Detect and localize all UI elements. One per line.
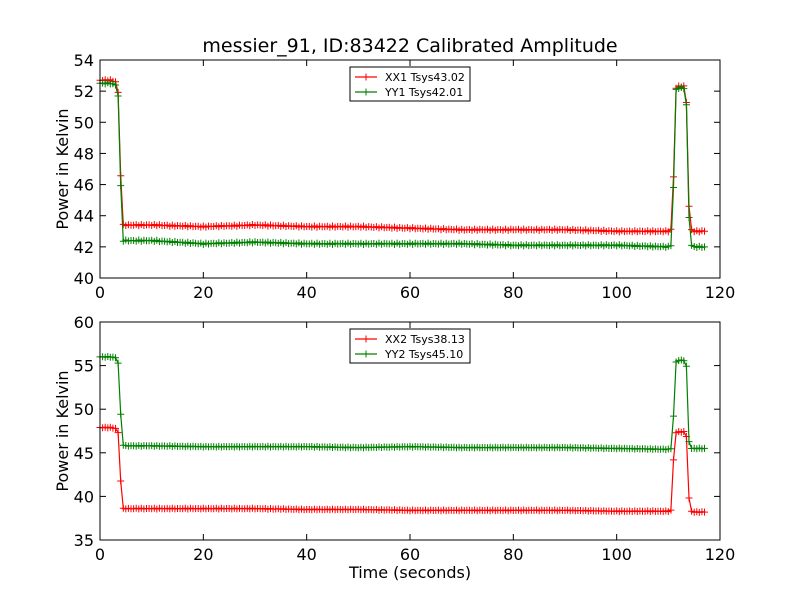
y-tick-label: 48	[74, 144, 94, 163]
bottom-panel: 0 20 40 60 80 100 120 35 40 45 50 55 60 Power in Kelv…	[53, 313, 735, 582]
y-tick-label: 40	[74, 269, 94, 288]
y-tick-label: 46	[74, 176, 94, 195]
legend-marker	[362, 350, 370, 358]
y-axis-label: Power in Kelvin	[53, 370, 72, 491]
y-axis-label: Power in Kelvin	[53, 108, 72, 229]
legend-marker	[362, 88, 370, 96]
x-tick-label: 40	[296, 545, 316, 564]
x-tick-label: 0	[95, 283, 105, 302]
y-tick-label: 44	[74, 207, 94, 226]
x-tick-label: 120	[705, 545, 736, 564]
y-tick-label: 50	[74, 113, 94, 132]
legend-entry: XX1 Tsys43.02	[385, 71, 465, 84]
legend: XX1 Tsys43.02 YY1 Tsys42.01	[349, 66, 471, 102]
y-tick-label: 42	[74, 238, 94, 257]
x-tick-label: 60	[400, 283, 420, 302]
legend: XX2 Tsys38.13 YY2 Tsys45.10	[349, 328, 471, 364]
y-tick-label: 60	[74, 313, 94, 332]
x-axis-label: Time (seconds)	[348, 563, 471, 582]
chart-title: messier_91, ID:83422 Calibrated Amplitud…	[202, 35, 617, 57]
y-tick-label: 52	[74, 82, 94, 101]
top-panel: 0 20 40 60 80 100 120 40 42 44 46 48 50 52 54 messier_9…	[53, 35, 735, 302]
y-tick-label: 35	[74, 531, 94, 550]
y-tick-label: 50	[74, 400, 94, 419]
legend-marker	[362, 73, 370, 81]
legend-box	[349, 328, 471, 364]
x-tick-label: 0	[95, 545, 105, 564]
x-tick-label: 40	[296, 283, 316, 302]
x-tick-label: 80	[503, 283, 523, 302]
y-tick-label: 40	[74, 487, 94, 506]
x-tick-label: 20	[193, 545, 213, 564]
legend-entry: YY2 Tsys45.10	[384, 348, 463, 361]
y-tick-label: 45	[74, 444, 94, 463]
x-tick-label: 20	[193, 283, 213, 302]
x-tick-label: 100	[601, 545, 632, 564]
x-tick-label: 80	[503, 545, 523, 564]
legend-entry: YY1 Tsys42.01	[384, 86, 463, 99]
x-tick-label: 60	[400, 545, 420, 564]
x-tick-label: 100	[601, 283, 632, 302]
x-tick-label: 120	[705, 283, 736, 302]
legend-marker	[362, 335, 370, 343]
y-tick-label: 54	[74, 51, 94, 70]
legend-box	[349, 66, 471, 102]
legend-entry: XX2 Tsys38.13	[385, 333, 465, 346]
y-tick-label: 55	[74, 357, 94, 376]
